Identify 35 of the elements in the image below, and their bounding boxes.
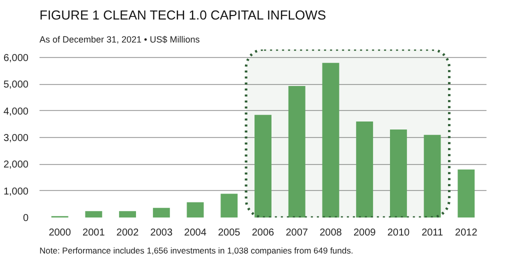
chart-title: FIGURE 1 CLEAN TECH 1.0 CAPITAL INFLOWS <box>40 8 326 22</box>
y-tick-label: 3,000 <box>3 133 29 144</box>
y-tick-label: 2,000 <box>3 160 29 171</box>
x-tick-label: 2001 <box>82 228 106 238</box>
bar <box>288 86 306 218</box>
x-tick-label: 2011 <box>422 228 444 238</box>
bar <box>322 62 340 218</box>
bar <box>152 208 170 218</box>
bar <box>119 211 136 218</box>
bar <box>424 134 441 218</box>
x-tick-label: 2007 <box>286 228 308 238</box>
x-tick-label: 2004 <box>184 228 207 238</box>
x-tick-label: 2005 <box>218 228 241 238</box>
y-tick-label: 1,000 <box>3 186 29 198</box>
bar <box>85 211 102 218</box>
bar <box>458 170 475 218</box>
y-tick-label: 4,000 <box>3 106 29 118</box>
y-tick-label: 0 <box>22 213 29 224</box>
text: Note: Performance includes 1,656 investments in 1,038 companies from 649 funds. <box>40 246 354 256</box>
x-tick-label: 2000 <box>48 228 72 238</box>
bar <box>254 114 272 218</box>
x-tick-label: 2012 <box>455 228 478 238</box>
y-tick-label: 5,000 <box>3 80 29 91</box>
bar <box>220 194 238 218</box>
chart-subtitle: As of December 31, 2021 • US$ Millions <box>40 34 200 44</box>
x-tick-label: 2006 <box>252 228 275 238</box>
x-tick-label: 2003 <box>150 228 173 238</box>
x-tick-label: 2008 <box>320 228 342 238</box>
bar <box>186 202 204 218</box>
bar <box>356 122 374 218</box>
y-tick-label: 6,000 <box>3 53 29 64</box>
bar <box>390 130 407 218</box>
x-tick-label: 2010 <box>387 228 410 238</box>
x-tick-label: 2009 <box>353 228 376 238</box>
x-tick-label: 2002 <box>116 228 140 238</box>
